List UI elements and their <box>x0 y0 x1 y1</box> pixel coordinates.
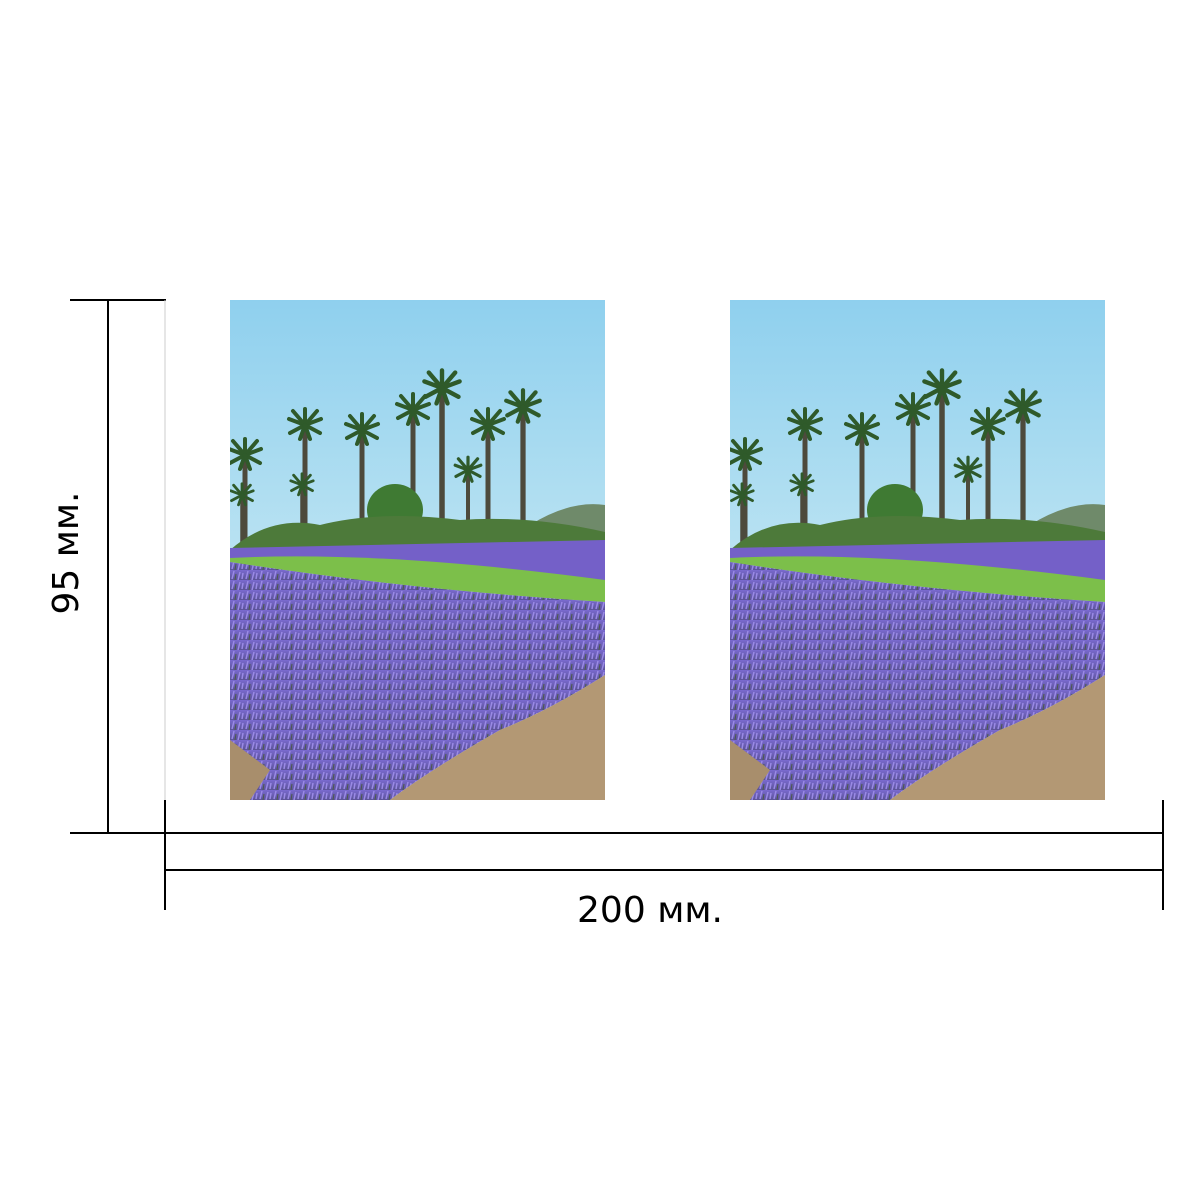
width-label: 200 мм. <box>577 890 723 931</box>
height-dimension <box>70 299 166 834</box>
product-photo <box>229 300 605 800</box>
height-label: 95 мм. <box>46 491 87 614</box>
product-photo <box>729 300 1105 800</box>
width-dimension <box>164 800 1164 910</box>
